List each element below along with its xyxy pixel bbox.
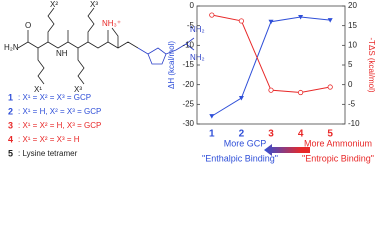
- atom-label: X²: [50, 0, 58, 9]
- marker: [238, 96, 244, 101]
- x-tick-label: 1: [209, 129, 215, 140]
- y-tick-label: -15: [182, 60, 194, 69]
- compound-text: : Lysine tetramer: [18, 149, 78, 158]
- y2-tick-label: 5: [348, 60, 353, 69]
- marker: [238, 18, 244, 24]
- compound-text: : X¹ = H, X² = X³ = GCP: [18, 107, 101, 116]
- x-tick-label: 3: [268, 129, 274, 140]
- compound-text: : X¹ = X² = X³ = H: [18, 135, 80, 144]
- marker: [298, 15, 304, 20]
- annotation: More Ammonium: [304, 138, 372, 148]
- gcp-group: [137, 37, 195, 65]
- series-line: [211, 14, 331, 94]
- gradient-arrow-tail: [302, 147, 310, 153]
- annotation: More GCP: [224, 138, 267, 148]
- gradient-arrow: [264, 144, 302, 156]
- compound-number: 4: [8, 134, 13, 144]
- compound-text: : X¹ = X² = H, X³ = GCP: [18, 121, 101, 130]
- compound-number: 3: [8, 120, 13, 130]
- y2-tick-label: 15: [348, 21, 357, 30]
- y2-tick-label: -5: [348, 99, 356, 108]
- x-tick-label: 4: [298, 129, 304, 140]
- compound-number: 2: [8, 106, 13, 116]
- x-tick-label: 2: [239, 129, 245, 140]
- atom-label: X³: [74, 85, 82, 94]
- y-tick-label: -10: [182, 40, 194, 49]
- series-line: [211, 16, 331, 117]
- atom-label: NH: [56, 49, 68, 58]
- backbone: [17, 41, 139, 49]
- carbonyl: [27, 30, 109, 42]
- y-tick-label: -5: [187, 21, 195, 30]
- atom-label: O: [25, 21, 31, 30]
- page: {"chart_data": {"type": "line", "categor…: [4, 0, 376, 164]
- atom-label: NH₃⁺: [102, 19, 121, 28]
- marker: [209, 12, 215, 18]
- y-tick-label: -20: [182, 80, 194, 89]
- x-tick-label: 5: [327, 129, 333, 140]
- marker: [327, 84, 333, 90]
- annotation: "Enthalpic Binding": [202, 153, 278, 163]
- y-axis-label: ΔH (kcal/mol): [167, 41, 176, 89]
- atom-label: X¹: [34, 85, 42, 94]
- compound-text: : X¹ = X² = X³ = GCP: [18, 93, 91, 102]
- y2-tick-label: 0: [348, 80, 353, 89]
- marker: [209, 114, 215, 119]
- y2-tick-label: 10: [348, 40, 357, 49]
- atom-label: H₂N: [4, 43, 19, 52]
- side-chains: [37, 7, 119, 85]
- figure: H₂N O X¹ X³ X² X³ NH NH₃⁺ NH₂ NH₂ 1: X¹ …: [4, 0, 376, 163]
- marker: [297, 89, 304, 96]
- y-tick-label: -25: [182, 99, 194, 108]
- chart: ΔH (kcal/mol) -TΔS (kcal/mol) -30 -25 -20 -…: [167, 1, 376, 140]
- y2-tick-label: -10: [348, 119, 360, 128]
- marker: [268, 19, 274, 25]
- y-tick-label: 0: [190, 1, 195, 10]
- marker: [327, 18, 333, 23]
- y-tick-label: -30: [182, 119, 194, 128]
- annotation: "Entropic Binding": [302, 153, 374, 163]
- y2-axis-label: -TΔS (kcal/mol): [367, 37, 376, 92]
- compound-list: 1 : X¹ = X² = X³ = GCP 2 : X¹ = H, X² = X³ …: [8, 92, 101, 158]
- y2-tick-label: 20: [348, 1, 357, 10]
- compound-number: 1: [8, 92, 13, 102]
- atom-label: X³: [90, 0, 98, 9]
- compound-number: 5: [8, 148, 13, 158]
- marker: [268, 87, 274, 93]
